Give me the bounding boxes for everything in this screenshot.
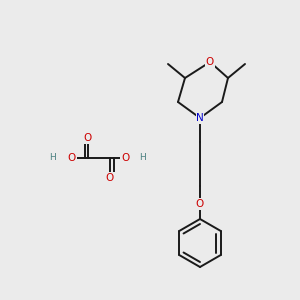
Text: O: O xyxy=(84,133,92,143)
Text: O: O xyxy=(106,173,114,183)
Text: H: H xyxy=(140,154,146,163)
Text: O: O xyxy=(121,153,129,163)
Text: O: O xyxy=(196,199,204,209)
Text: N: N xyxy=(196,113,204,123)
Text: H: H xyxy=(49,154,56,163)
Text: O: O xyxy=(68,153,76,163)
Text: O: O xyxy=(206,57,214,67)
